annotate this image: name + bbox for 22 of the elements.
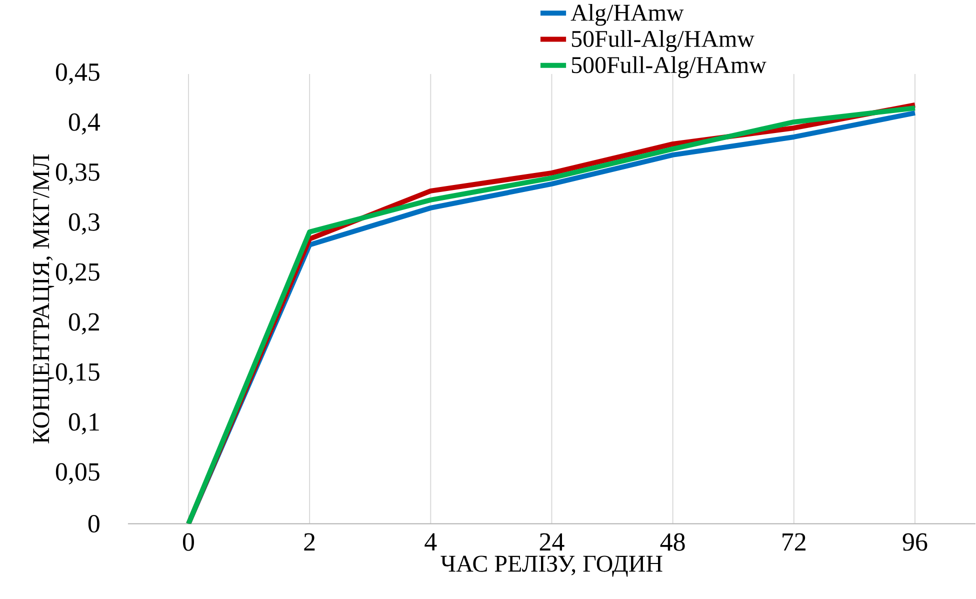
- y-tick-label: 0,45: [56, 63, 100, 85]
- y-tick-label: 0: [88, 515, 100, 533]
- y-tick-label: 0,15: [56, 363, 100, 385]
- x-axis-title: ЧАС РЕЛІЗУ, ГОДИН: [440, 556, 662, 577]
- y-tick-label: 0,3: [68, 213, 100, 235]
- y-tick-label: 0,35: [56, 163, 100, 185]
- x-tick-label: 24: [540, 533, 564, 551]
- y-tick-label: 0,05: [56, 463, 100, 485]
- y-tick-label: 0,25: [56, 263, 100, 285]
- x-tick-label: 48: [660, 533, 685, 551]
- legend-label: Alg/HAmw: [570, 4, 684, 26]
- y-tick-label: 0,2: [68, 313, 99, 335]
- x-tick-label: 0: [182, 533, 194, 551]
- y-tick-label: 0,1: [68, 413, 99, 435]
- x-tick-label: 72: [782, 533, 806, 551]
- x-tick-label: 96: [902, 533, 928, 551]
- legend-label: 50Full-Alg/HAmw: [572, 30, 754, 52]
- y-axis-title: КОНЦЕНТРАЦІЯ, МКГ/МЛ: [33, 154, 54, 444]
- x-tick-label: 2: [304, 533, 315, 551]
- x-tick-label: 4: [424, 533, 437, 551]
- legend-label: 500Full-Alg/HAmw: [572, 56, 766, 78]
- y-tick-label: 0,4: [68, 113, 100, 135]
